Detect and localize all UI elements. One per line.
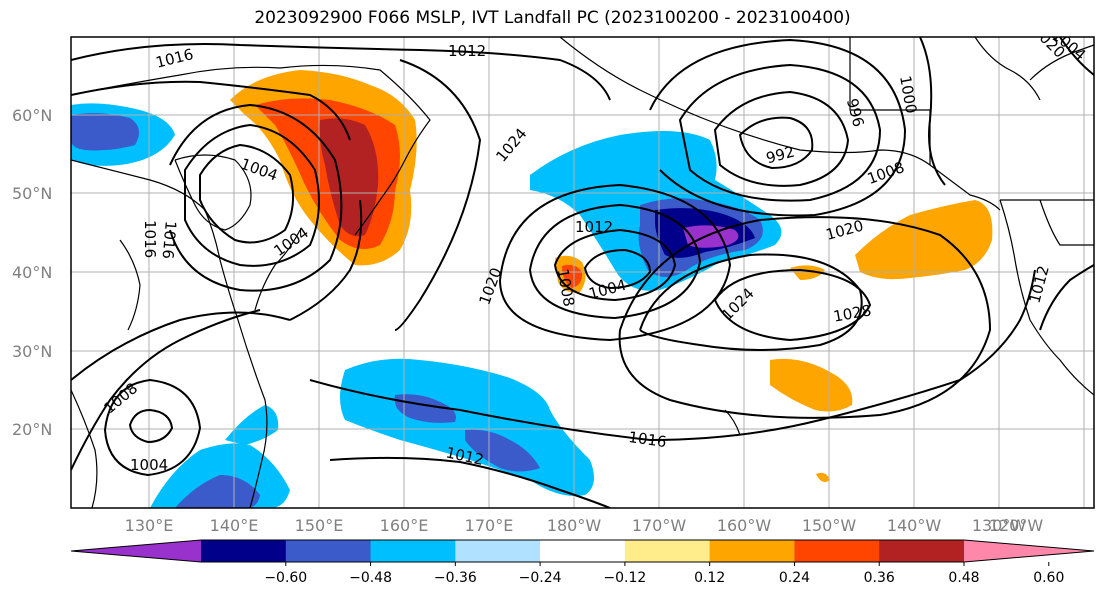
mslp-isobars <box>71 37 1094 508</box>
map-title: 2023092900 F066 MSLP, IVT Landfall PC (2… <box>254 8 851 28</box>
lon-label: 160°W <box>717 516 772 535</box>
map-border <box>70 36 1095 509</box>
latitude-labels: 60°N 50°N 40°N 30°N 20°N <box>12 106 52 439</box>
colorbar-tick-label: −0.24 <box>519 570 562 586</box>
colorbar-tick-label: 0.36 <box>864 570 895 586</box>
isobar-label: 1016 <box>159 220 180 260</box>
lon-label: 150°W <box>802 516 857 535</box>
colorbar-segment <box>455 540 541 562</box>
colorbar-segment <box>201 540 287 562</box>
colorbar-outline <box>70 539 1095 563</box>
colorbar: −0.60 −0.48 −0.36 −0.24 −0.12 0.12 0.24 0.36 0.4… <box>70 539 1095 586</box>
colorbar-segment <box>624 540 711 562</box>
lat-label: 60°N <box>12 106 52 125</box>
isobar-label-group: 1016 1012 1004 1000 996 992 1008 1024 10… <box>100 37 1089 474</box>
lon-label: 130°E <box>125 516 174 535</box>
lat-label: 40°N <box>12 263 52 282</box>
lon-label: 160°E <box>380 516 429 535</box>
lat-label: 50°N <box>12 184 52 203</box>
colorbar-segment <box>879 540 965 562</box>
lat-label: 20°N <box>12 420 52 439</box>
colorbar-tick-label: 0.12 <box>694 570 725 586</box>
colorbar-segment <box>709 540 795 562</box>
colorbar-tick-label: 0.60 <box>1033 570 1064 586</box>
colorbar-tick-label: −0.36 <box>434 570 477 586</box>
colorbar-tick-label: 0.48 <box>948 570 979 586</box>
coastlines <box>71 37 1094 508</box>
isobar-label: 1016 <box>141 220 159 258</box>
colorbar-tick-label: −0.60 <box>264 570 307 586</box>
lon-label: 170°W <box>632 516 687 535</box>
longitude-labels: 130°E 140°E 150°E 160°E 170°E 180°W 170°… <box>125 516 1044 535</box>
colorbar-tick-label: 0.24 <box>779 570 810 586</box>
colorbar-segment <box>370 540 456 562</box>
lon-label: 180°W <box>547 516 602 535</box>
lon-label: 140°W <box>887 516 942 535</box>
ivt-positive-shading <box>230 70 993 482</box>
lon-label: 120°W <box>989 516 1044 535</box>
isobar-label: 1016 <box>627 428 667 451</box>
colorbar-tick-label: −0.12 <box>603 570 646 586</box>
isobar-label: 1012 <box>575 218 613 236</box>
colorbar-segment <box>285 540 372 562</box>
lat-label: 30°N <box>12 342 52 361</box>
colorbar-segment <box>540 540 626 562</box>
colorbar-segment <box>794 540 880 562</box>
colorbar-tick-label: −0.48 <box>349 570 392 586</box>
lon-label: 150°E <box>295 516 344 535</box>
colorbar-extend-low <box>71 540 201 562</box>
lon-label: 170°E <box>465 516 514 535</box>
isobar-label: 1012 <box>448 42 486 60</box>
colorbar-extend-high <box>964 540 1094 562</box>
lon-label: 130°W <box>972 516 1027 535</box>
lon-label: 140°E <box>210 516 259 535</box>
isobar-label: 1004 <box>130 456 168 474</box>
